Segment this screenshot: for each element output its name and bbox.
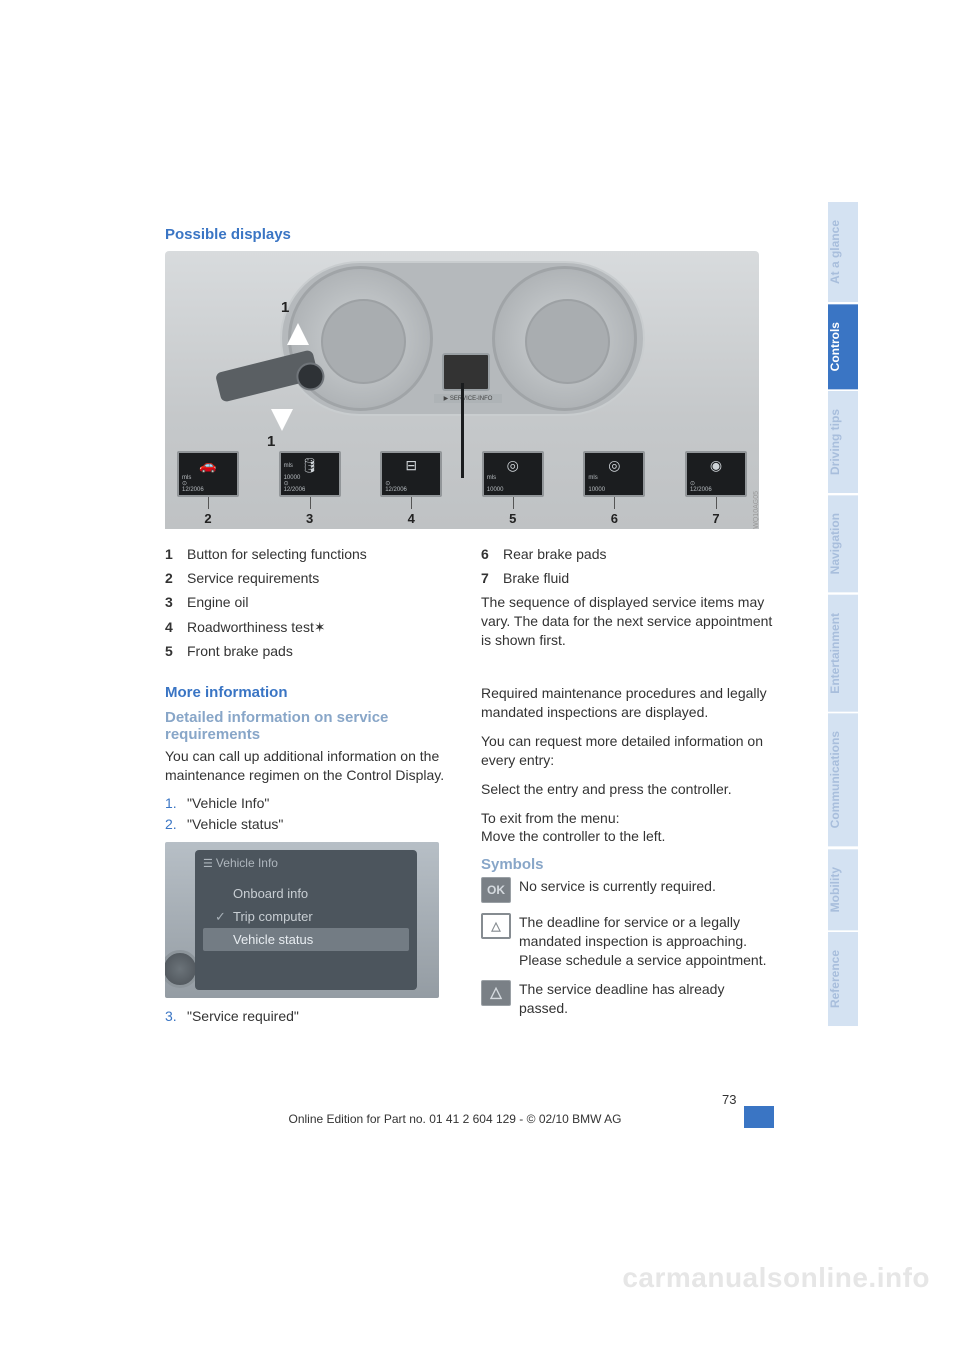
legend-item-3: 3Engine oil [165,593,457,611]
legend-item-6: 6Rear brake pads [481,545,773,563]
screen-title: Vehicle Info [203,856,409,870]
legend-list-left: 1Button for selecting functions 2Service… [165,545,457,660]
thumb-service-requirements: mls⊙ 12/2006 [177,451,239,497]
controller-disc-icon [165,950,199,988]
symbol-text: The service deadline has already passed. [519,980,773,1018]
symbol-text: The deadline for service or a legally ma… [519,913,773,970]
tab-controls[interactable]: Controls [828,304,858,389]
step-num: 3. [165,1008,187,1024]
sequence-note: The sequence of displayed service items … [481,593,773,650]
symbol-row-passed: △ The service deadline has already passe… [481,980,773,1018]
subsection-title-detailed-info: Detailed information on service requirem… [165,709,457,743]
tab-reference[interactable]: Reference [828,932,858,1026]
callout-5: 5 [482,511,544,526]
legend-item-2: 2Service requirements [165,569,457,587]
step-text: "Vehicle Info" [187,795,269,811]
thumb-rear-brake-pads: mls 10000 [583,451,645,497]
steps-list-b: 3."Service required" [165,1008,457,1024]
tab-at-a-glance[interactable]: At a glance [828,202,858,302]
symbol-text: No service is currently required. [519,877,716,896]
footer-text: Online Edition for Part no. 01 41 2 604 … [165,1112,745,1126]
figure-watermark: WQ10AG05 [753,491,759,529]
callout-1-top: 1 [281,299,289,316]
figure-control-display: Vehicle Info Onboard info Trip computer … [165,842,439,998]
step-text: "Service required" [187,1008,299,1024]
site-watermark: carmanualsonline.info [622,1262,930,1294]
symbol-row-ok: OK No service is currently required. [481,877,773,903]
callout-6: 6 [583,511,645,526]
maintenance-para-3: Select the entry and press the controlle… [481,780,773,799]
step-num: 2. [165,816,187,832]
legend-item-1: 1Button for selecting functions [165,545,457,563]
section-title-possible-displays: Possible displays [165,226,773,243]
callout-4: 4 [380,511,442,526]
step-text: "Vehicle status" [187,816,283,832]
tab-navigation[interactable]: Navigation [828,495,858,592]
figure-dashboard: 1 1 mls⊙ 12/2006 mls 10000⊙ 12/2006 ⊙ 12… [165,251,759,529]
thumb-front-brake-pads: mls 10000 [482,451,544,497]
callout-7: 7 [685,511,747,526]
control-stalk: 1 1 [217,331,327,411]
step-num: 1. [165,795,187,811]
side-tabs: At a glance Controls Driving tips Naviga… [828,202,858,1026]
page-number-accent [744,1106,774,1128]
section-title-more-information: More information [165,684,457,701]
tab-driving-tips[interactable]: Driving tips [828,391,858,493]
warning-outline-icon: △ [481,913,511,939]
legend-list-right: 6Rear brake pads 7Brake fluid [481,545,773,587]
maintenance-para-2: You can request more detailed informatio… [481,732,773,770]
more-info-intro: You can call up additional information o… [165,747,457,785]
menu-vehicle-status: Vehicle status [203,928,409,951]
star-icon: ✶ [314,619,326,635]
steps-list-a: 1."Vehicle Info" 2."Vehicle status" [165,795,457,832]
symbol-row-approaching: △ The deadline for service or a legally … [481,913,773,970]
subsection-title-symbols: Symbols [481,856,773,873]
maintenance-para-1: Required maintenance procedures and lega… [481,684,773,722]
callout-3: 3 [279,511,341,526]
tab-mobility[interactable]: Mobility [828,849,858,930]
page-number: 73 [722,1092,736,1107]
warning-solid-icon: △ [481,980,511,1006]
legend-item-4: 4Roadworthiness test✶ [165,618,457,636]
menu-onboard-info: Onboard info [203,882,409,905]
menu-trip-computer: Trip computer [203,905,409,928]
callout-2: 2 [177,511,239,526]
ok-icon: OK [481,877,511,903]
tab-communications[interactable]: Communications [828,713,858,846]
legend-item-7: 7Brake fluid [481,569,773,587]
callout-1-bottom: 1 [267,433,275,450]
legend-item-5: 5Front brake pads [165,642,457,660]
thumb-engine-oil: mls 10000⊙ 12/2006 [279,451,341,497]
maintenance-para-4: To exit from the menu: Move the controll… [481,809,773,847]
tab-entertainment[interactable]: Entertainment [828,595,858,712]
service-info-display [442,353,490,391]
thumb-brake-fluid: ⊙ 12/2006 [685,451,747,497]
thumb-roadworthiness: ⊙ 12/2006 [380,451,442,497]
